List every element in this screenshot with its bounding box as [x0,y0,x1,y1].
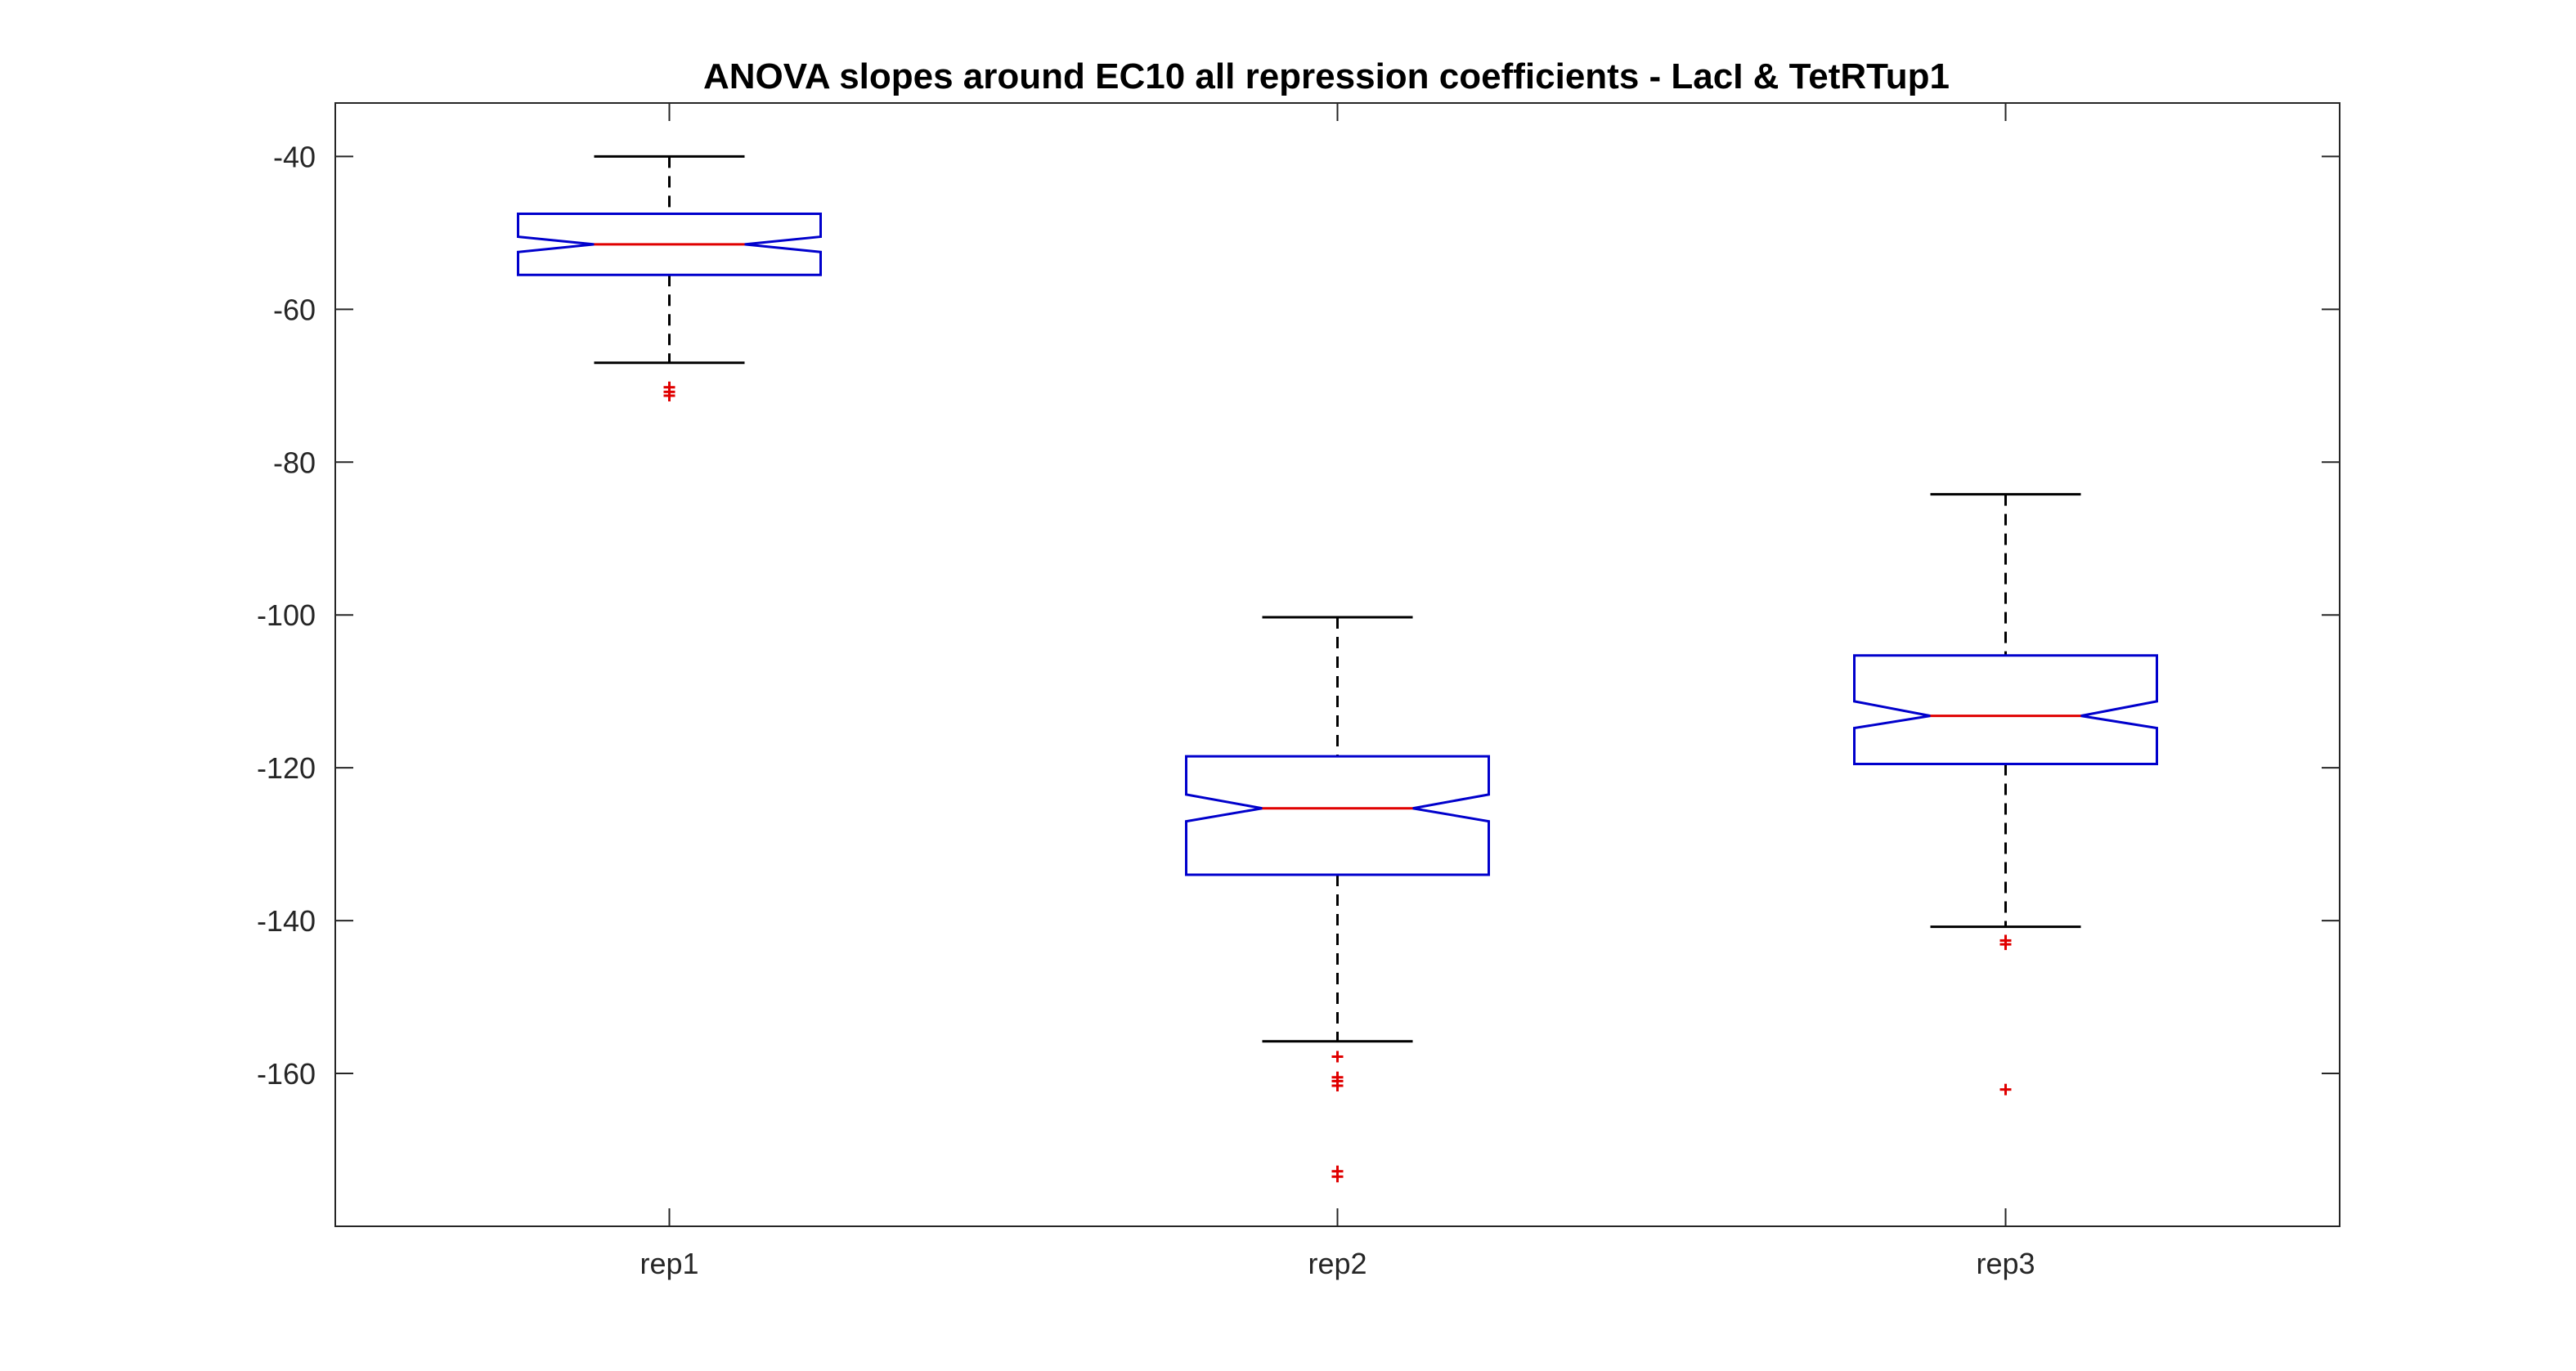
boxes-layer [517,155,2158,1183]
y-tick-label: -40 [273,140,316,173]
y-tick-label: -80 [273,446,316,479]
outlier-marker [1331,1051,1344,1063]
box-rep3 [1853,493,2158,1095]
box-rep2 [1185,616,1490,1183]
x-tick-label: rep2 [1308,1247,1367,1280]
outlier-marker [663,389,675,401]
y-axis: -40 -60 -80 -100 -120 -140 -160 [257,140,2340,1091]
y-tick-label: -120 [257,751,316,785]
y-tick-label: -160 [257,1057,316,1091]
outlier-marker [1999,939,2012,951]
x-axis: rep1 rep2 rep3 [640,103,2035,1280]
outlier-marker [1999,1083,2012,1095]
y-tick-label: -140 [257,904,316,938]
x-tick-label: rep3 [1976,1247,2035,1280]
outlier-marker [1331,1080,1344,1092]
box-rep1 [517,155,822,401]
notched-box [1185,755,1490,876]
notched-box [1853,654,2158,766]
chart-title: ANOVA slopes around EC10 all repression … [703,56,1950,96]
outlier-marker [1331,1171,1344,1183]
y-tick-label: -100 [257,598,316,632]
notched-box [517,213,822,276]
x-tick-label: rep1 [640,1247,698,1280]
y-tick-label: -60 [273,293,316,326]
